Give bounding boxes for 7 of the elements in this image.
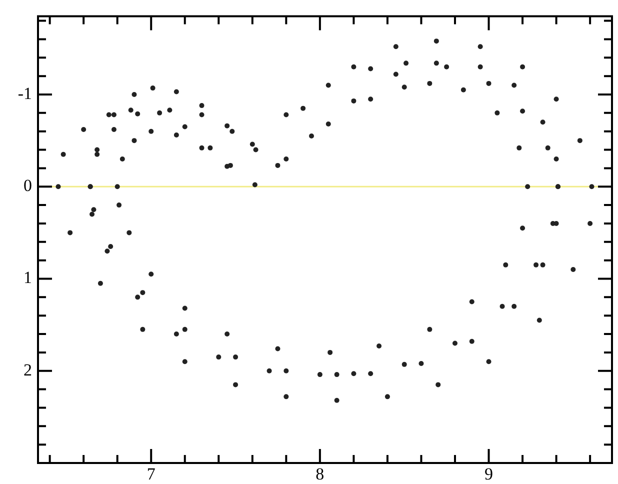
x-tick-label: 7 (146, 464, 156, 484)
y-tick-label: 2 (24, 360, 32, 380)
x-tick-label: 9 (484, 464, 494, 484)
y-tick-label: 0 (24, 176, 32, 196)
y-tick-label: 1 (24, 268, 32, 288)
y-tick-label: -1 (18, 84, 32, 103)
x-tick-label: 8 (316, 464, 324, 484)
